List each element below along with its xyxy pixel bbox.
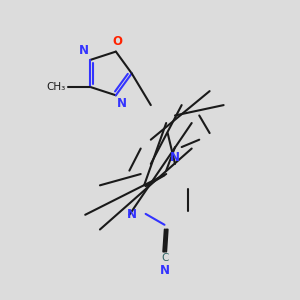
Text: N: N [160,264,170,277]
Text: N: N [117,97,127,110]
Text: C: C [161,253,168,263]
Text: O: O [112,35,122,48]
Text: CH₃: CH₃ [46,82,66,92]
Text: N: N [79,44,89,57]
Text: N: N [170,151,180,164]
Text: N: N [127,208,137,221]
